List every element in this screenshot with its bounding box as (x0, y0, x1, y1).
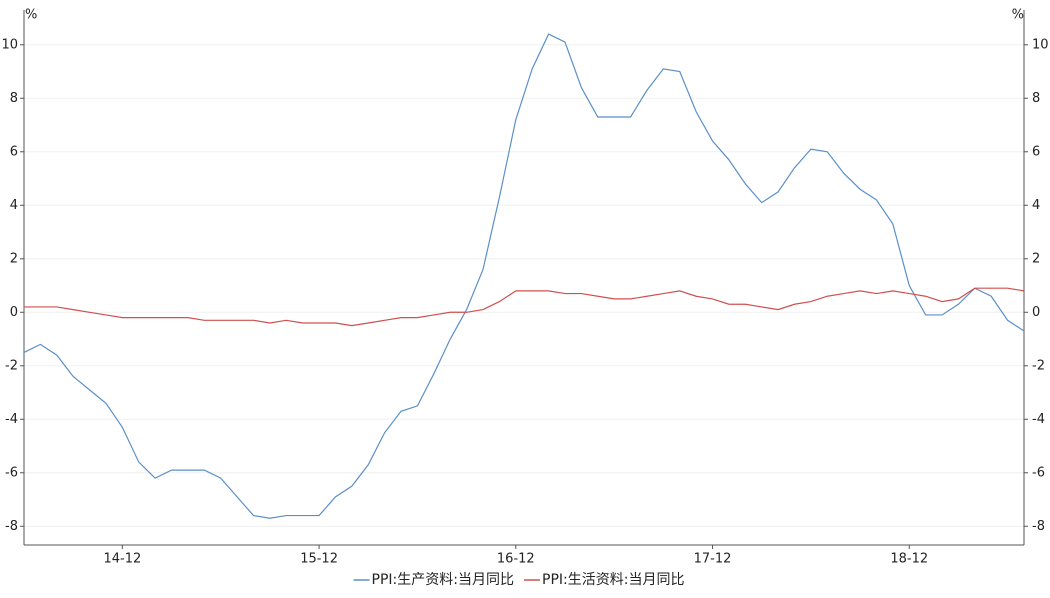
x-tick-label: 16-12 (497, 552, 535, 567)
y-tick-label: 6 (10, 144, 18, 159)
y-tick-label: 8 (10, 91, 18, 106)
y-tick-label: 0 (10, 305, 18, 320)
y2-tick-label: -2 (1032, 358, 1045, 373)
series-line (23, 33, 1025, 519)
y-tick-label: 2 (10, 251, 18, 266)
y-tick-label: -2 (5, 358, 18, 373)
series-line (24, 287, 1025, 327)
legend-label: PPI:生活资料:当月同比 (542, 572, 684, 588)
y-tick-label: 10 (1, 37, 18, 52)
x-tick-label: 17-12 (694, 552, 732, 567)
y2-axis-unit: % (1012, 8, 1024, 23)
y2-tick-label: -8 (1032, 519, 1045, 534)
y-tick-label: -8 (5, 519, 18, 534)
x-tick-label: 18-12 (890, 552, 928, 567)
y-tick-label: 4 (10, 198, 18, 213)
y2-tick-label: 2 (1032, 251, 1040, 266)
x-tick-label: 14-12 (103, 552, 141, 567)
y-tick-label: -4 (5, 412, 18, 427)
y2-tick-label: 8 (1032, 91, 1040, 106)
y2-tick-label: -6 (1032, 465, 1045, 480)
y2-tick-label: 6 (1032, 144, 1040, 159)
y2-tick-label: 0 (1032, 305, 1040, 320)
y-tick-label: -6 (5, 465, 18, 480)
y2-tick-label: 10 (1032, 37, 1049, 52)
y2-tick-label: 4 (1032, 198, 1040, 213)
x-tick-label: 15-12 (300, 552, 338, 567)
y-axis-unit: % (25, 8, 37, 23)
y2-tick-label: -4 (1032, 412, 1045, 427)
legend-label: PPI:生产资料:当月同比 (372, 572, 514, 588)
